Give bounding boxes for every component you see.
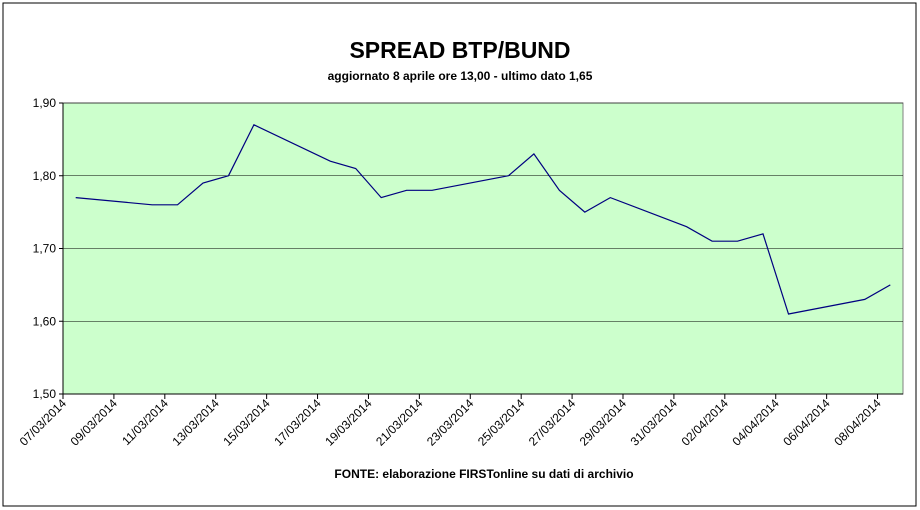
y-tick-label: 1,90 xyxy=(33,96,57,110)
source-note: FONTE: elaborazione FIRSTonline su dati … xyxy=(334,467,633,481)
chart-title: SPREAD BTP/BUND xyxy=(349,37,570,63)
line-series xyxy=(75,124,891,315)
y-tick-label: 1,70 xyxy=(33,242,57,256)
y-tick-label: 1,80 xyxy=(33,169,57,183)
chart-subtitle: aggiornato 8 aprile ore 13,00 - ultimo d… xyxy=(328,69,593,83)
y-tick-label: 1,50 xyxy=(33,387,57,401)
y-tick-label: 1,60 xyxy=(33,314,57,328)
